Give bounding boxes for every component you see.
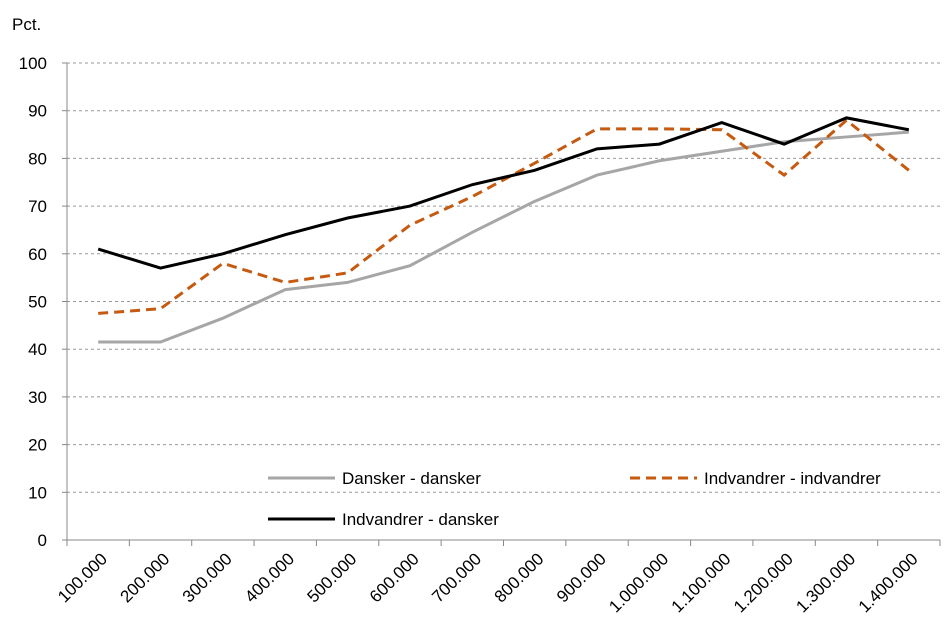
x-tick-label: 1.100.000 xyxy=(668,549,735,616)
x-tick-label: 300.000 xyxy=(179,549,236,606)
y-tick-label: 80 xyxy=(28,149,47,168)
legend-label: Indvandrer - indvandrer xyxy=(704,469,881,488)
x-tick-label: 100.000 xyxy=(54,549,111,606)
x-tick-label: 900.000 xyxy=(553,549,610,606)
y-tick-label: 60 xyxy=(28,245,47,264)
series-line xyxy=(98,130,909,344)
y-tick-label: 90 xyxy=(28,102,47,121)
series-line xyxy=(98,118,910,315)
y-axis-label: Pct. xyxy=(12,15,41,34)
x-tick-label: 500.000 xyxy=(304,549,361,606)
y-tick-label: 50 xyxy=(28,293,47,312)
x-tick-label: 1.400.000 xyxy=(855,549,922,616)
legend-label: Indvandrer - dansker xyxy=(342,510,499,529)
x-tick-label: 1.300.000 xyxy=(792,549,859,616)
y-tick-label: 100 xyxy=(19,54,47,73)
legend-label: Dansker - dansker xyxy=(342,469,481,488)
y-tick-label: 0 xyxy=(38,531,47,550)
x-tick-label: 200.000 xyxy=(116,549,173,606)
x-tick-label: 800.000 xyxy=(491,549,548,606)
y-tick-label: 20 xyxy=(28,436,47,455)
x-tick-label: 600.000 xyxy=(366,549,423,606)
x-tick-label: 1.000.000 xyxy=(605,549,672,616)
series-line xyxy=(97,116,910,270)
y-tick-label: 10 xyxy=(28,483,47,502)
x-tick-label: 1.200.000 xyxy=(730,549,797,616)
y-tick-label: 70 xyxy=(28,197,47,216)
x-tick-label: 400.000 xyxy=(241,549,298,606)
y-tick-label: 40 xyxy=(28,340,47,359)
y-tick-label: 30 xyxy=(28,388,47,407)
x-tick-label: 700.000 xyxy=(428,549,485,606)
